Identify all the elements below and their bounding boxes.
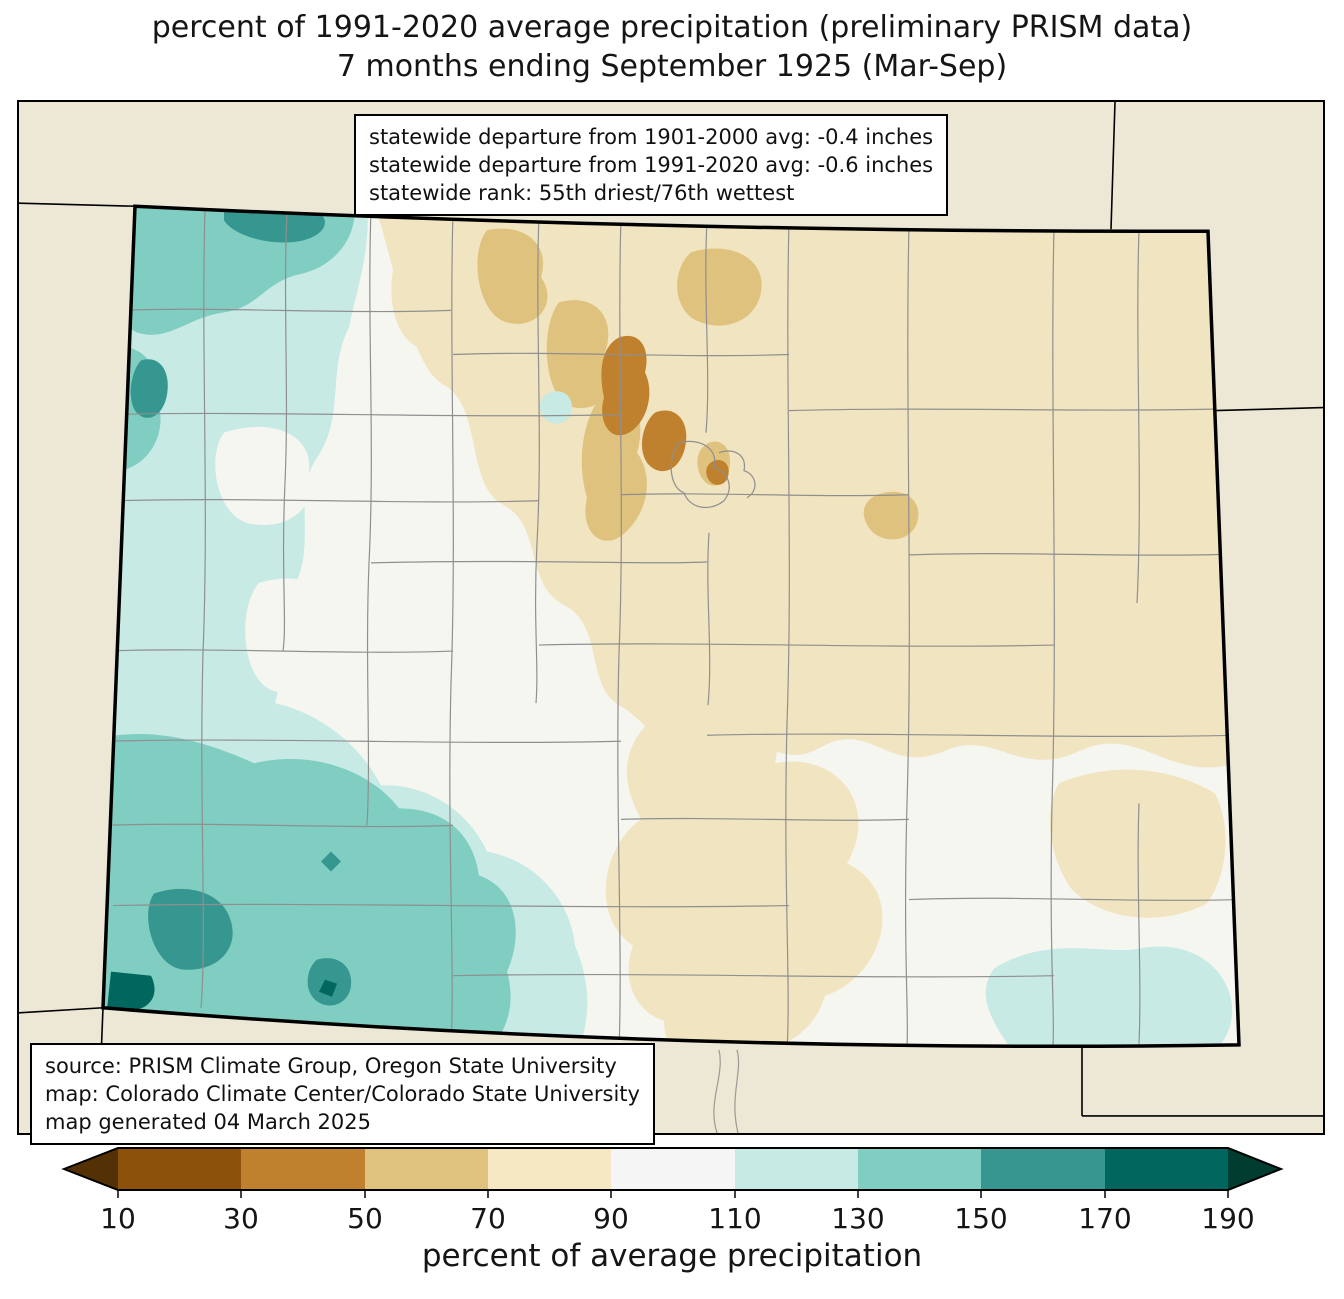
colorbar-segment bbox=[488, 1148, 611, 1190]
colorbar-ticks bbox=[117, 1190, 1229, 1198]
tan-dark-regions bbox=[601, 335, 729, 485]
stats-box: statewide departure from 1901-2000 avg: … bbox=[354, 114, 949, 216]
colorbar-svg: 10 30 50 70 90 110 130 150 170 190 bbox=[61, 1147, 1284, 1235]
state-fill-regions bbox=[103, 206, 1239, 1047]
colorbar-segment bbox=[241, 1148, 365, 1190]
tick-label: 30 bbox=[223, 1202, 259, 1235]
colorbar-segment bbox=[858, 1148, 981, 1190]
tick-label: 50 bbox=[347, 1202, 383, 1235]
tick-label: 10 bbox=[100, 1202, 136, 1235]
source-line2: map: Colorado Climate Center/Colorado St… bbox=[45, 1082, 640, 1106]
tick-label: 130 bbox=[831, 1202, 884, 1235]
colorado-precipitation-map bbox=[19, 102, 1323, 1133]
map-title-line2: 7 months ending September 1925 (Mar-Sep) bbox=[336, 49, 1008, 84]
colorbar-segment bbox=[365, 1148, 488, 1190]
colorbar: 10 30 50 70 90 110 130 150 170 190 bbox=[0, 1140, 1344, 1240]
stats-line2: statewide departure from 1991-2020 avg: … bbox=[369, 153, 934, 177]
colorbar-segment bbox=[611, 1148, 735, 1190]
stats-line3: statewide rank: 55th driest/76th wettest bbox=[369, 181, 795, 205]
source-line3: map generated 04 March 2025 bbox=[45, 1110, 372, 1134]
colorbar-tick-labels: 10 30 50 70 90 110 130 150 170 190 bbox=[100, 1202, 1255, 1235]
colorbar-segment bbox=[981, 1148, 1105, 1190]
tick-label: 170 bbox=[1078, 1202, 1131, 1235]
state-outline bbox=[101, 204, 1241, 1049]
map-title-line1: percent of 1991-2020 average precipitati… bbox=[151, 10, 1193, 45]
river-line bbox=[713, 1049, 740, 1133]
colorbar-axis-label: percent of average precipitation bbox=[421, 1238, 923, 1274]
county-borders bbox=[103, 208, 1239, 1047]
tick-label: 70 bbox=[470, 1202, 506, 1235]
colorbar-segment bbox=[1105, 1148, 1228, 1190]
source-box: source: PRISM Climate Group, Oregon Stat… bbox=[30, 1043, 655, 1145]
colorbar-over-arrow bbox=[1228, 1148, 1281, 1190]
tick-label: 190 bbox=[1201, 1202, 1254, 1235]
colorbar-segment bbox=[735, 1148, 858, 1190]
colorbar-under-arrow bbox=[64, 1148, 118, 1190]
colorbar-segment bbox=[118, 1148, 241, 1190]
stats-line1: statewide departure from 1901-2000 avg: … bbox=[369, 125, 934, 149]
map-title: percent of 1991-2020 average precipitati… bbox=[0, 8, 1344, 86]
tick-label: 150 bbox=[954, 1202, 1007, 1235]
source-line1: source: PRISM Climate Group, Oregon Stat… bbox=[45, 1054, 617, 1078]
teal-darkest-regions bbox=[107, 971, 337, 1010]
tick-label: 110 bbox=[708, 1202, 761, 1235]
tick-label: 90 bbox=[593, 1202, 629, 1235]
map-area: statewide departure from 1901-2000 avg: … bbox=[17, 100, 1325, 1145]
